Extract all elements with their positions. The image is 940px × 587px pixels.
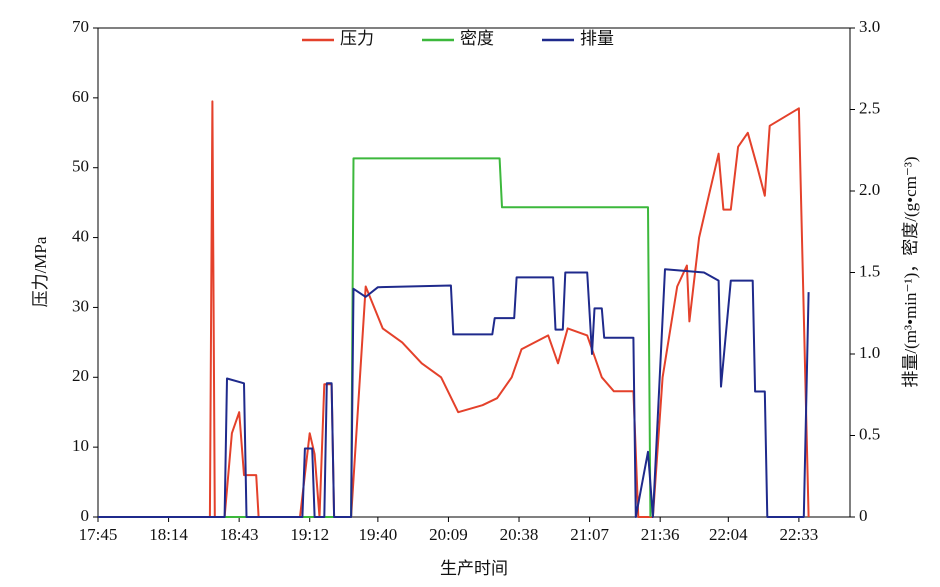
- legend-label: 压力: [340, 29, 374, 48]
- y-axis-title: 压力/MPa: [31, 236, 50, 307]
- x-tick-label: 22:04: [709, 525, 748, 544]
- x-tick-label: 20:09: [429, 525, 468, 544]
- legend-label: 密度: [460, 29, 494, 48]
- y2-tick-label: 0: [859, 506, 868, 525]
- y2-tick-label: 3.0: [859, 17, 880, 36]
- series-line: [98, 268, 810, 518]
- series-line: [98, 157, 652, 518]
- y2-axis-title: 排量/(m³•min⁻¹)，密度/(g•cm⁻³): [901, 156, 920, 387]
- y-tick-label: 60: [72, 87, 89, 106]
- y2-tick-label: 0.5: [859, 424, 880, 443]
- y-tick-label: 50: [72, 157, 89, 176]
- legend-label: 排量: [580, 29, 614, 48]
- series-line: [98, 100, 810, 518]
- x-tick-label: 21:07: [570, 525, 609, 544]
- y2-tick-label: 2.0: [859, 180, 880, 199]
- y-tick-label: 10: [72, 436, 89, 455]
- x-tick-label: 18:43: [220, 525, 259, 544]
- x-tick-label: 19:12: [290, 525, 329, 544]
- x-tick-label: 19:40: [359, 525, 398, 544]
- x-axis-title: 生产时间: [440, 559, 508, 578]
- y-tick-label: 30: [72, 296, 89, 315]
- y-tick-label: 0: [81, 506, 90, 525]
- y-tick-label: 20: [72, 366, 89, 385]
- y2-tick-label: 1.0: [859, 343, 880, 362]
- x-tick-label: 22:33: [780, 525, 819, 544]
- y-tick-label: 70: [72, 17, 89, 36]
- y2-tick-label: 2.5: [859, 98, 880, 117]
- x-tick-label: 18:14: [149, 525, 188, 544]
- x-tick-label: 17:45: [79, 525, 118, 544]
- y-tick-label: 40: [72, 226, 89, 245]
- x-tick-label: 21:36: [641, 525, 680, 544]
- x-tick-label: 20:38: [500, 525, 539, 544]
- y2-tick-label: 1.5: [859, 261, 880, 280]
